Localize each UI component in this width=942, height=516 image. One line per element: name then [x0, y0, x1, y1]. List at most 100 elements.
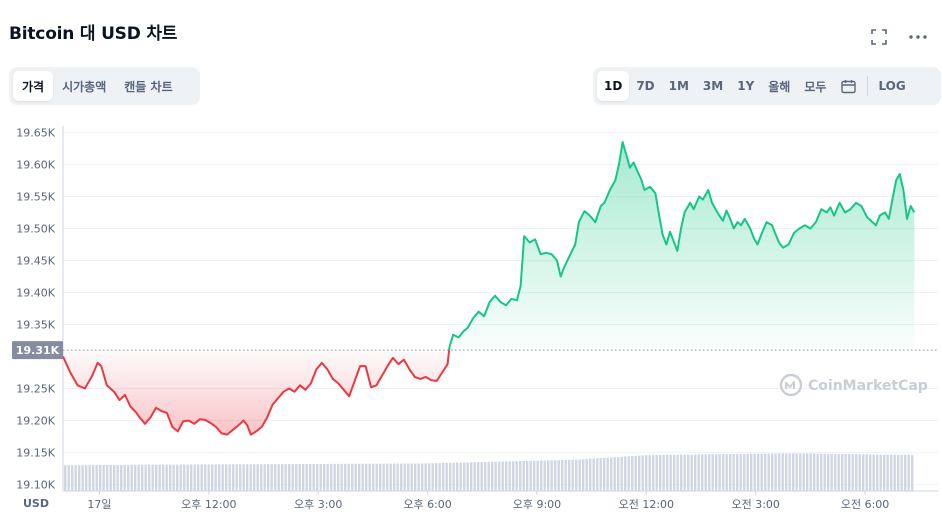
tab-price[interactable]: 가격: [13, 71, 54, 101]
volume-bar: [127, 464, 130, 491]
expand-icon[interactable]: [869, 27, 889, 47]
volume-bar: [431, 463, 434, 491]
volume-bar: [858, 454, 861, 491]
tab-market-cap[interactable]: 시가총액: [62, 79, 107, 94]
volume-bar: [368, 463, 371, 491]
volume-bar: [137, 464, 140, 491]
volume-bar: [382, 463, 385, 491]
volume-bar: [428, 463, 431, 491]
volume-bar: [631, 456, 634, 491]
price-area-fill: [63, 142, 915, 435]
volume-bar: [620, 456, 623, 491]
volume-bar: [715, 454, 718, 491]
volume-bar: [267, 464, 270, 491]
volume-bar: [785, 453, 788, 491]
volume-bar: [281, 464, 284, 491]
volume-bar: [162, 464, 165, 491]
volume-bar: [739, 453, 742, 491]
volume-bar: [463, 462, 466, 491]
volume-bar: [592, 458, 595, 491]
volume-bar: [547, 460, 550, 491]
volume-bar: [690, 454, 693, 491]
volume-bar: [130, 464, 133, 491]
volume-bar: [767, 453, 770, 491]
volume-bar: [435, 463, 438, 491]
volume-bar: [890, 454, 893, 491]
volume-bar: [533, 460, 536, 491]
volume-bar: [645, 455, 648, 491]
y-tick-label: 19.40K: [16, 286, 55, 299]
volume-bar: [680, 454, 683, 491]
y-tick-label: 19.60K: [16, 158, 55, 171]
volume-bar: [351, 463, 354, 491]
volume-bar: [550, 460, 553, 491]
volume-bar: [85, 465, 88, 491]
volume-bar: [480, 462, 483, 491]
volume-bar: [666, 454, 669, 491]
volume-bar: [676, 454, 679, 491]
volume-bar: [417, 463, 420, 491]
volume-bar: [445, 462, 448, 491]
volume-bar: [375, 463, 378, 491]
volume-bar: [386, 463, 389, 491]
volume-bar: [316, 463, 319, 491]
volume-bar: [501, 461, 504, 491]
volume-bar: [729, 454, 732, 491]
volume-bar: [778, 453, 781, 491]
y-tick-label: 19.15K: [16, 447, 55, 460]
volume-bar: [505, 461, 508, 491]
volume-bar: [221, 464, 224, 491]
range-divider: [867, 76, 869, 96]
calendar-icon[interactable]: [833, 71, 864, 101]
volume-bar: [141, 464, 144, 491]
volume-bar: [865, 454, 868, 491]
volume-bar: [365, 463, 368, 491]
y-tick-label: 19.35K: [16, 319, 55, 332]
range-all[interactable]: 모두: [804, 79, 827, 94]
price-line: [62, 141, 916, 436]
volume-bar: [557, 460, 560, 491]
volume-bar: [477, 462, 480, 491]
range-1y[interactable]: 1Y: [737, 79, 755, 93]
volume-bar: [711, 454, 714, 491]
volume-bar: [372, 463, 375, 491]
volume-bar: [403, 463, 406, 491]
volume-bar: [424, 463, 427, 491]
log-scale-toggle[interactable]: LOG: [878, 79, 906, 93]
volume-bar: [697, 454, 700, 491]
volume-bar: [844, 454, 847, 491]
volume-bar: [760, 453, 763, 491]
volume-bar: [617, 456, 620, 491]
volume-bar: [421, 463, 424, 491]
volume-bar: [249, 464, 252, 491]
volume-bar: [407, 463, 410, 491]
coinmarketcap-logo-icon: [779, 373, 803, 397]
tab-candle-chart[interactable]: 캔들 차트: [124, 79, 173, 94]
more-horizontal-icon[interactable]: [908, 27, 928, 47]
volume-bar: [774, 453, 777, 491]
volume-bar: [186, 464, 189, 491]
volume-bar: [169, 464, 172, 491]
range-3m[interactable]: 3M: [702, 79, 724, 93]
volume-bar: [389, 463, 392, 491]
volume-bar: [736, 453, 739, 491]
volume-bar: [540, 460, 543, 491]
range-ytd[interactable]: 올해: [768, 79, 791, 94]
range-1d[interactable]: 1D: [597, 71, 630, 101]
volume-bar: [81, 465, 84, 491]
range-1m[interactable]: 1M: [668, 79, 689, 93]
volume-bar: [179, 464, 182, 491]
volume-bar: [701, 454, 704, 491]
price-line-up: [448, 141, 916, 351]
volume-bar: [120, 464, 123, 491]
volume-bar: [309, 463, 312, 491]
volume-bar: [904, 454, 907, 491]
baseline-label: 19.31K: [16, 344, 60, 357]
volume-bar: [302, 464, 305, 491]
range-7d[interactable]: 7D: [636, 79, 655, 93]
volume-bar: [246, 464, 249, 491]
volume-bar: [879, 454, 882, 491]
volume-bar: [494, 461, 497, 491]
volume-bar: [578, 459, 581, 491]
